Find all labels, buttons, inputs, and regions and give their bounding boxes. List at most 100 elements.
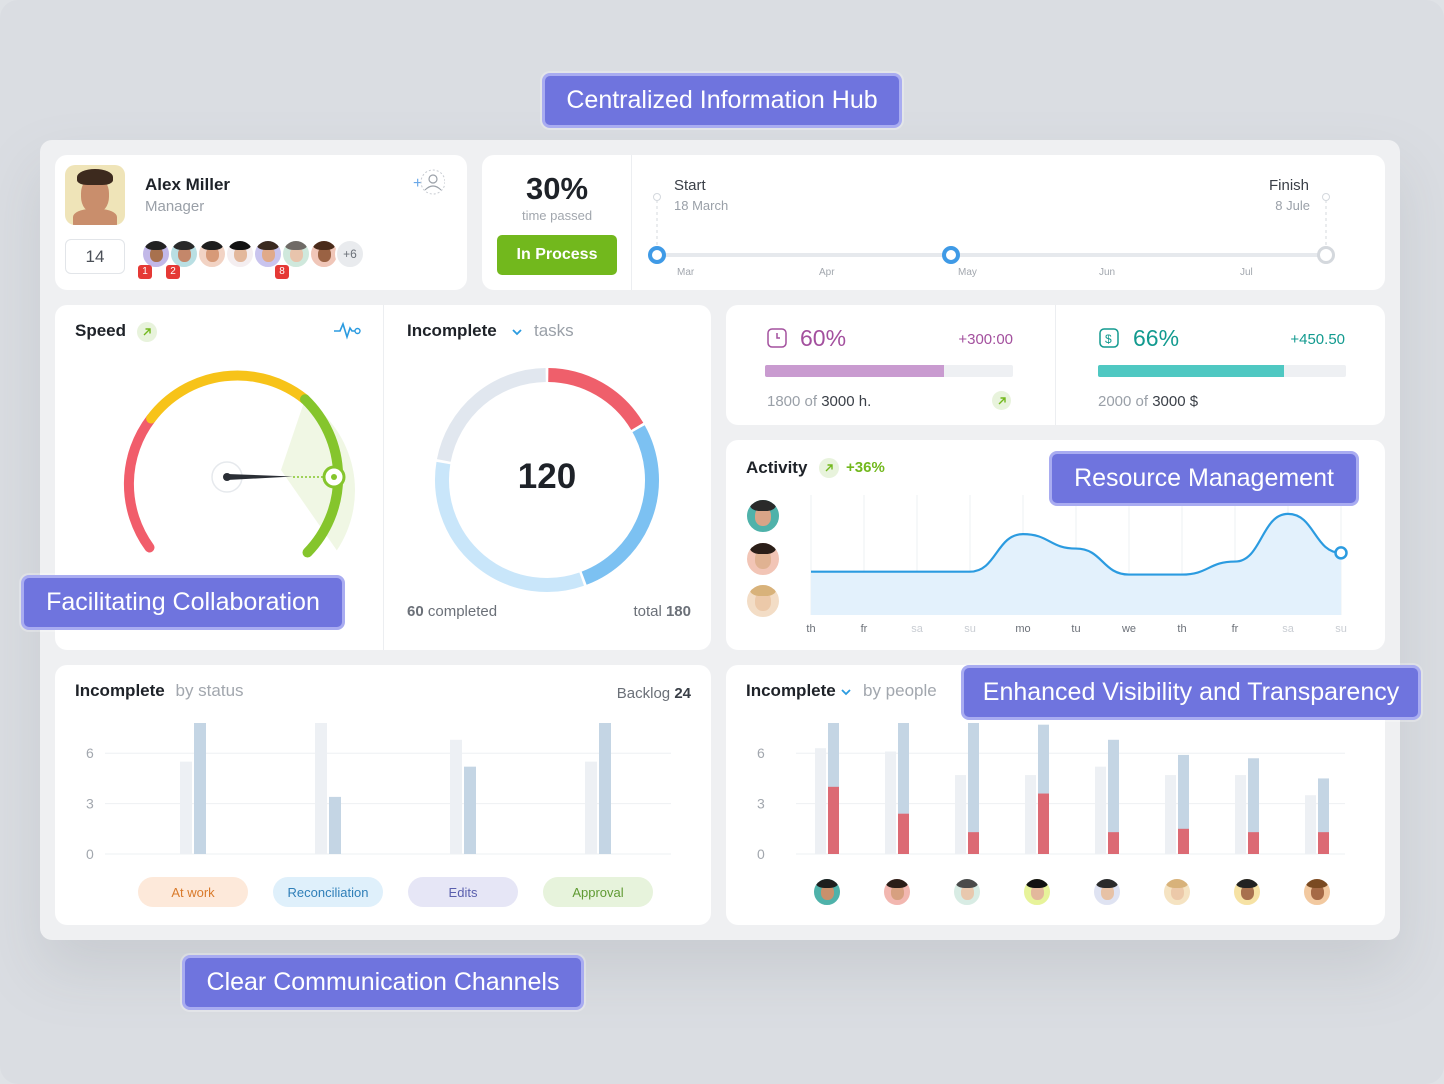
bar[interactable] <box>1318 832 1329 854</box>
timeline-start-handle[interactable] <box>648 246 666 264</box>
bar[interactable] <box>1038 724 1049 854</box>
bar[interactable] <box>329 796 341 854</box>
trend-up-icon <box>137 322 157 342</box>
bar[interactable] <box>898 723 909 854</box>
task-count: 14 <box>85 246 105 266</box>
bar[interactable] <box>1235 775 1246 854</box>
timeline-end-handle[interactable] <box>1317 246 1335 264</box>
status-subtitle: by status <box>175 681 244 700</box>
day-label: su <box>1335 623 1347 635</box>
hours-delta: +300:00 <box>958 331 1013 348</box>
task-count-box[interactable]: 14 <box>65 239 125 274</box>
start-date: 18 March <box>674 198 729 213</box>
status-pill-reconciliation[interactable]: Reconciliation <box>273 877 383 907</box>
hours-summary: 1800 of 3000 h. <box>767 393 871 410</box>
tasks-filter[interactable]: tasks <box>534 321 574 340</box>
activity-avatar[interactable] <box>745 583 781 619</box>
activity-endpoint[interactable] <box>1334 546 1348 560</box>
bar[interactable] <box>1178 754 1189 854</box>
bar[interactable] <box>464 766 476 854</box>
bar[interactable] <box>815 748 826 854</box>
person-avatar[interactable] <box>1022 877 1052 907</box>
status-pill-approval[interactable]: Approval <box>543 877 653 907</box>
profile-card: Alex Miller Manager + 14 +6 1 2 <box>55 155 467 290</box>
bar[interactable] <box>898 813 909 854</box>
team-avatar[interactable] <box>225 239 255 269</box>
total-summary: total 180 <box>633 603 691 620</box>
month-label: Jul <box>1240 267 1253 278</box>
bar[interactable] <box>1108 832 1119 854</box>
start-label: Start <box>674 177 706 194</box>
team-avatar[interactable] <box>253 239 283 269</box>
bar[interactable] <box>1318 778 1329 854</box>
money-progress-fill <box>1098 365 1284 377</box>
month-label: Jun <box>1099 267 1116 278</box>
day-label: we <box>1121 623 1136 635</box>
status-title: Incomplete <box>75 681 165 700</box>
bar[interactable] <box>194 723 206 854</box>
hours-percent: 60% <box>800 325 847 351</box>
bar[interactable] <box>180 761 192 854</box>
bar[interactable] <box>1248 832 1259 854</box>
chevron-down-icon[interactable] <box>510 325 524 343</box>
bar[interactable] <box>885 751 896 854</box>
bar[interactable] <box>1248 758 1259 854</box>
chevron-down-icon[interactable] <box>839 685 853 703</box>
backlog[interactable]: Backlog 24 <box>617 685 691 702</box>
hours-progress-fill <box>765 365 944 377</box>
timeline-current-handle[interactable] <box>942 246 961 264</box>
bar[interactable] <box>1305 795 1316 854</box>
status-pill-edits[interactable]: Edits <box>408 877 518 907</box>
more-members[interactable]: +6 <box>335 239 365 269</box>
status-chart-title: Incomplete by status <box>75 681 244 701</box>
bar[interactable] <box>450 739 462 854</box>
bar[interactable] <box>955 775 966 854</box>
bar[interactable] <box>1025 775 1036 854</box>
person-avatar[interactable] <box>812 877 842 907</box>
bar[interactable] <box>1038 793 1049 854</box>
profile-photo[interactable] <box>65 165 125 225</box>
status-pill-at-work[interactable]: At work <box>138 877 248 907</box>
callout-collaboration: Facilitating Collaboration <box>21 575 345 630</box>
person-avatar[interactable] <box>1302 877 1332 907</box>
callout-resource-management: Resource Management <box>1049 451 1359 506</box>
total-count: 180 <box>665 603 691 620</box>
donut-slice <box>436 368 546 462</box>
in-process-button[interactable]: In Process <box>497 235 617 275</box>
bar[interactable] <box>828 786 839 854</box>
team-avatar[interactable] <box>197 239 227 269</box>
person-avatar[interactable] <box>1092 877 1122 907</box>
pulse-icon[interactable] <box>333 319 361 346</box>
bar[interactable] <box>1095 766 1106 854</box>
y-tick-label: 3 <box>86 796 94 812</box>
y-tick-label: 6 <box>757 745 765 761</box>
card-divider <box>383 305 384 650</box>
bar[interactable] <box>968 832 979 854</box>
people-subtitle[interactable]: by people <box>863 681 937 700</box>
donut-slice <box>548 368 644 431</box>
person-avatar[interactable] <box>1162 877 1192 907</box>
team-avatar[interactable] <box>141 239 171 269</box>
bar[interactable] <box>585 761 597 854</box>
person-avatar[interactable] <box>882 877 912 907</box>
money-percent: 66% <box>1133 325 1180 351</box>
money-used: 2000 of <box>1098 393 1149 410</box>
bar[interactable] <box>1178 828 1189 854</box>
add-user-icon[interactable]: + <box>413 169 446 199</box>
day-label: th <box>1177 623 1186 635</box>
timeline-card: 30% time passed In Process Start 18 Marc… <box>482 155 1385 290</box>
person-avatar[interactable] <box>952 877 982 907</box>
budget-card: 60% +300:00 1800 of 3000 h. $ 66% +450.5… <box>726 305 1385 425</box>
activity-avatar[interactable] <box>745 541 781 577</box>
bar[interactable] <box>1108 739 1119 854</box>
month-label: Mar <box>677 267 695 278</box>
donut-slice <box>435 461 584 592</box>
person-avatar[interactable] <box>1232 877 1262 907</box>
activity-avatar[interactable] <box>745 498 781 534</box>
bar[interactable] <box>1165 775 1176 854</box>
bar[interactable] <box>968 723 979 854</box>
bar[interactable] <box>599 723 611 854</box>
bar[interactable] <box>315 723 327 854</box>
team-avatar[interactable] <box>281 239 311 269</box>
profile-name: Alex Miller <box>145 175 231 194</box>
